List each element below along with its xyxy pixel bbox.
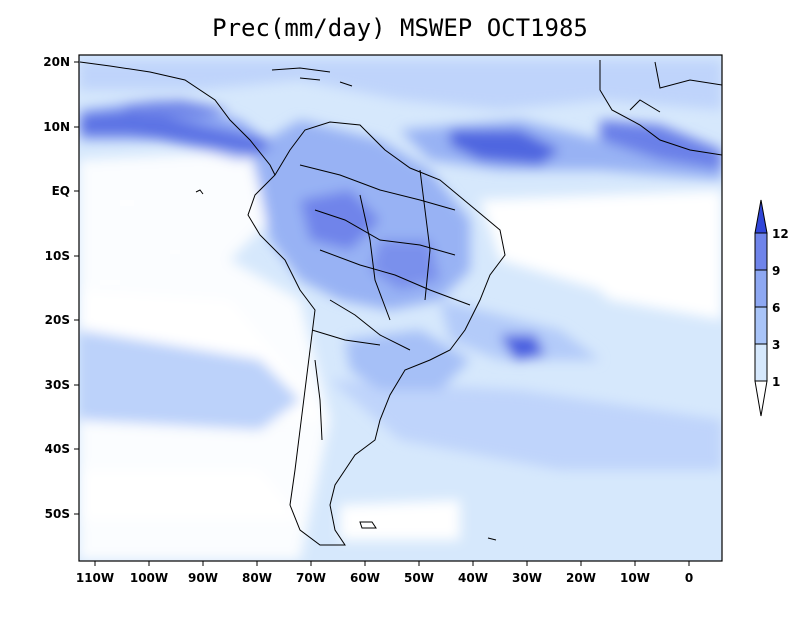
lat-axis: 20N 10N EQ 10S 20S 30S 40S 50S bbox=[43, 55, 79, 521]
lon-label: 90W bbox=[188, 571, 218, 585]
map-title: Prec(mm/day) MSWEP OCT1985 bbox=[212, 14, 588, 42]
lat-label: 10S bbox=[45, 249, 70, 263]
lat-label: 30S bbox=[45, 378, 70, 392]
lon-label: 60W bbox=[350, 571, 380, 585]
lat-label: 40S bbox=[45, 442, 70, 456]
lat-label: 20N bbox=[43, 55, 70, 69]
lon-label: 110W bbox=[76, 571, 114, 585]
colorbar-label: 3 bbox=[772, 338, 780, 352]
coastlines bbox=[79, 60, 722, 546]
lon-label: 20W bbox=[566, 571, 596, 585]
colorbar-segment bbox=[754, 269, 768, 308]
colorbar-label: 12 bbox=[772, 227, 789, 241]
lon-label: 70W bbox=[296, 571, 326, 585]
lat-label: 20S bbox=[45, 313, 70, 327]
lat-label: 10N bbox=[43, 120, 70, 134]
lon-axis: 110W 100W 90W 80W 70W 60W 50W 40W 30W 20… bbox=[76, 561, 693, 585]
colorbar-max-arrow bbox=[754, 199, 768, 234]
colorbar-min-arrow bbox=[754, 380, 768, 417]
lon-label: 100W bbox=[130, 571, 168, 585]
colorbar-label: 9 bbox=[772, 264, 780, 278]
lon-label: 40W bbox=[458, 571, 488, 585]
colorbar-label: 1 bbox=[772, 375, 780, 389]
precipitation-field bbox=[79, 55, 722, 561]
plot-frame bbox=[78, 54, 723, 562]
lon-label: 0 bbox=[685, 571, 693, 585]
lat-label: EQ bbox=[52, 184, 70, 198]
colorbar-segment bbox=[754, 306, 768, 345]
lon-label: 30W bbox=[512, 571, 542, 585]
colorbar-segment bbox=[754, 343, 768, 382]
lat-label: 50S bbox=[45, 507, 70, 521]
colorbar: 12 9 6 3 1 bbox=[754, 199, 789, 417]
lon-label: 50W bbox=[404, 571, 434, 585]
colorbar-label: 6 bbox=[772, 301, 780, 315]
lon-label: 10W bbox=[620, 571, 650, 585]
colorbar-segment bbox=[754, 232, 768, 271]
lon-label: 80W bbox=[242, 571, 272, 585]
